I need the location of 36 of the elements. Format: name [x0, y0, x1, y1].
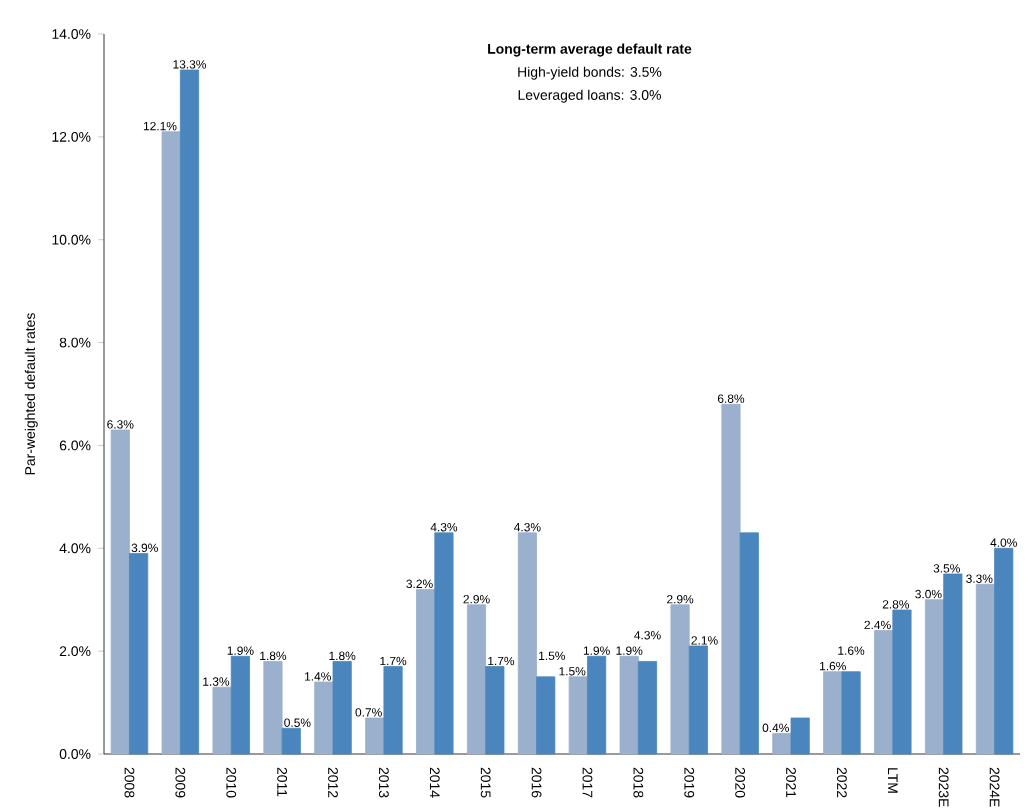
- bar: [416, 589, 436, 755]
- bar: [332, 661, 352, 755]
- bar: [994, 547, 1014, 755]
- bar: [263, 661, 283, 755]
- bar: [772, 733, 792, 755]
- bar: [688, 645, 708, 755]
- bar: [892, 609, 912, 755]
- bar: [874, 630, 894, 755]
- bar: [536, 676, 556, 755]
- bar: [466, 604, 487, 755]
- bar: [314, 681, 334, 755]
- bar: [485, 666, 505, 755]
- bar: [568, 676, 588, 755]
- bar: [383, 666, 403, 755]
- bar: [790, 717, 810, 755]
- bar: [587, 655, 607, 755]
- bar: [230, 655, 250, 755]
- bar: [924, 599, 945, 755]
- bar: [823, 671, 843, 755]
- bar: [637, 661, 658, 755]
- bar: [721, 403, 741, 755]
- bar: [212, 686, 232, 755]
- bar: [943, 573, 963, 755]
- bar: [670, 604, 690, 755]
- bar: [179, 69, 200, 755]
- bar: [281, 727, 301, 755]
- bar: [434, 532, 454, 755]
- bar: [161, 131, 181, 755]
- bar: [110, 429, 130, 755]
- bar: [619, 655, 639, 755]
- bar: [975, 583, 995, 755]
- bar: [739, 532, 759, 755]
- bar: [129, 553, 149, 755]
- bar: [517, 532, 537, 755]
- bar: [365, 717, 385, 755]
- bar: [841, 671, 861, 755]
